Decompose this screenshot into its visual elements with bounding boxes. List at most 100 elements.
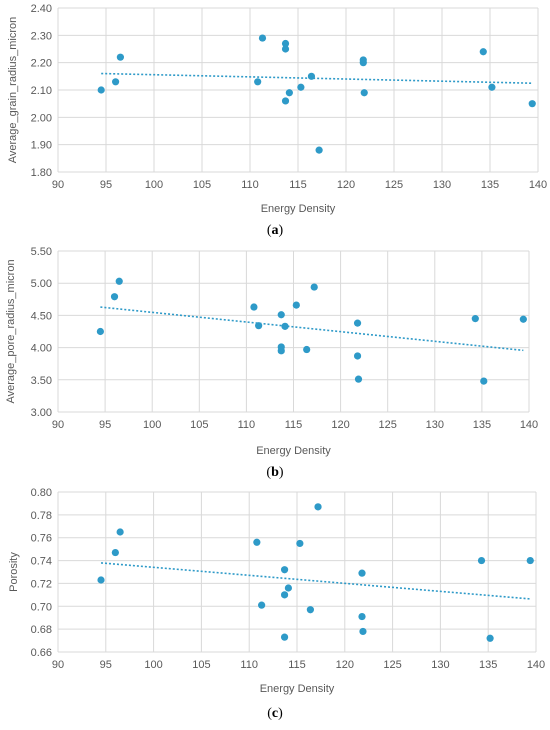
- caption-close-paren: ): [279, 465, 284, 480]
- data-point-12: [310, 283, 318, 291]
- x-tick-label: 90: [52, 659, 64, 671]
- x-tick-label: 130: [433, 179, 451, 191]
- x-tick-label: 120: [331, 419, 349, 431]
- data-point-2: [111, 548, 119, 557]
- y-tick-label: 2.30: [31, 30, 52, 42]
- data-point-6: [277, 311, 285, 319]
- data-point-11: [306, 606, 314, 614]
- data-point-9: [281, 322, 289, 330]
- chart-c: 0.66 0.68 0.70 0.72 0.74 0.76 0.78 0.80 90 95 100 1…: [8, 487, 545, 721]
- panel-c: 0.66 0.68 0.70 0.72 0.74 0.76 0.78 0.80 90 95 100 1…: [0, 486, 550, 730]
- x-tick-label: 125: [383, 659, 401, 671]
- data-point-17: [488, 83, 496, 91]
- data-point-11: [303, 345, 311, 354]
- caption-open-paren: (: [267, 223, 272, 238]
- data-point-14: [359, 59, 367, 67]
- caption-close-paren: ): [278, 706, 283, 721]
- y-axis-title: Porosity: [8, 552, 20, 592]
- caption-open-paren: (: [267, 706, 272, 721]
- x-tick-label: 120: [336, 659, 354, 671]
- x-tick-label: 95: [100, 179, 112, 191]
- x-tick-label: 115: [289, 179, 307, 191]
- y-tick-label: 0.76: [31, 533, 52, 545]
- data-point-15: [360, 89, 368, 97]
- data-point-2: [112, 78, 120, 86]
- data-point-17: [486, 634, 494, 642]
- data-point-8: [277, 347, 285, 355]
- data-point-4: [250, 303, 258, 311]
- data-point-1: [96, 327, 104, 336]
- data-point-8: [280, 633, 289, 641]
- panel-caption: (c): [267, 706, 283, 721]
- y-tick-label: 2.00: [31, 112, 52, 124]
- x-tick-label: 95: [99, 419, 111, 431]
- chart-a: 1.80 1.90 2.00 2.10 2.20 2.30 2.40 90 95 100 105 11…: [7, 3, 547, 238]
- caption-letter: c: [272, 706, 278, 721]
- data-point-3: [116, 528, 124, 536]
- trendline: [100, 306, 524, 352]
- panel-caption: (a): [267, 223, 284, 238]
- data-point-6: [280, 566, 289, 574]
- x-tick-label: 135: [481, 179, 499, 191]
- x-tick-label: 140: [527, 659, 545, 671]
- x-tick-label: 140: [520, 419, 538, 431]
- data-point-3: [115, 277, 123, 285]
- data-point-13: [353, 319, 362, 327]
- y-tick-label: 4.00: [31, 343, 52, 355]
- caption-open-paren: (: [266, 465, 271, 480]
- data-point-3: [116, 53, 124, 61]
- x-tick-label: 110: [240, 659, 258, 671]
- y-axis-title: Average_grain_radius_micron: [7, 17, 19, 164]
- data-point-17: [480, 377, 488, 385]
- data-point-15: [354, 375, 363, 383]
- data-point-7: [281, 45, 290, 53]
- data-point-18: [526, 556, 534, 565]
- trendline: [101, 72, 533, 85]
- y-tick-label: 0.78: [31, 510, 52, 522]
- data-point-10: [292, 301, 300, 309]
- data-point-5: [255, 322, 263, 330]
- y-tick-label: 3.00: [31, 407, 52, 419]
- data-point-11: [307, 72, 316, 80]
- x-tick-label: 100: [143, 419, 161, 431]
- caption-close-paren: ): [279, 223, 284, 238]
- x-axis-title: Energy Density: [256, 445, 331, 457]
- x-tick-label: 135: [479, 659, 497, 671]
- data-point-9: [285, 89, 293, 97]
- x-tick-label: 100: [144, 659, 162, 671]
- y-tick-label: 1.90: [31, 140, 52, 152]
- y-tick-label: 4.50: [31, 310, 52, 322]
- x-tick-label: 115: [285, 419, 303, 431]
- data-point-10: [296, 539, 304, 548]
- data-point-15: [359, 627, 367, 636]
- x-tick-label: 130: [426, 419, 444, 431]
- x-tick-label: 130: [431, 659, 449, 671]
- x-tick-label: 125: [385, 179, 403, 191]
- data-point-16: [477, 556, 486, 565]
- x-tick-label: 125: [379, 419, 397, 431]
- x-axis-title: Energy Density: [261, 203, 336, 215]
- y-tick-label: 2.10: [31, 85, 52, 97]
- data-point-8: [281, 97, 290, 105]
- y-tick-label: 1.80: [31, 167, 52, 179]
- data-point-4: [254, 78, 262, 86]
- x-tick-label: 95: [100, 659, 112, 671]
- y-tick-label: 0.80: [31, 487, 52, 499]
- x-tick-label: 120: [337, 179, 355, 191]
- x-axis-title: Energy Density: [260, 683, 335, 695]
- x-tick-label: 90: [52, 419, 64, 431]
- y-tick-label: 5.00: [31, 278, 52, 290]
- y-tick-label: 0.74: [31, 556, 52, 568]
- x-tick-label: 110: [238, 419, 256, 431]
- data-point-10: [297, 83, 305, 91]
- y-tick-label: 2.40: [31, 3, 52, 15]
- panel-caption: (b): [266, 465, 283, 480]
- y-tick-label: 0.66: [31, 647, 52, 659]
- panel-b: 3.00 3.50 4.00 4.50 5.00 5.50 90 95 100 105 110 115…: [0, 243, 550, 486]
- y-tick-label: 0.70: [31, 601, 52, 613]
- panel-a: 1.80 1.90 2.00 2.10 2.20 2.30 2.40 90 95 100 105 11…: [0, 0, 550, 243]
- data-point-18: [519, 315, 527, 323]
- x-tick-label: 135: [473, 419, 491, 431]
- y-tick-label: 3.50: [31, 375, 52, 387]
- x-tick-label: 100: [145, 179, 163, 191]
